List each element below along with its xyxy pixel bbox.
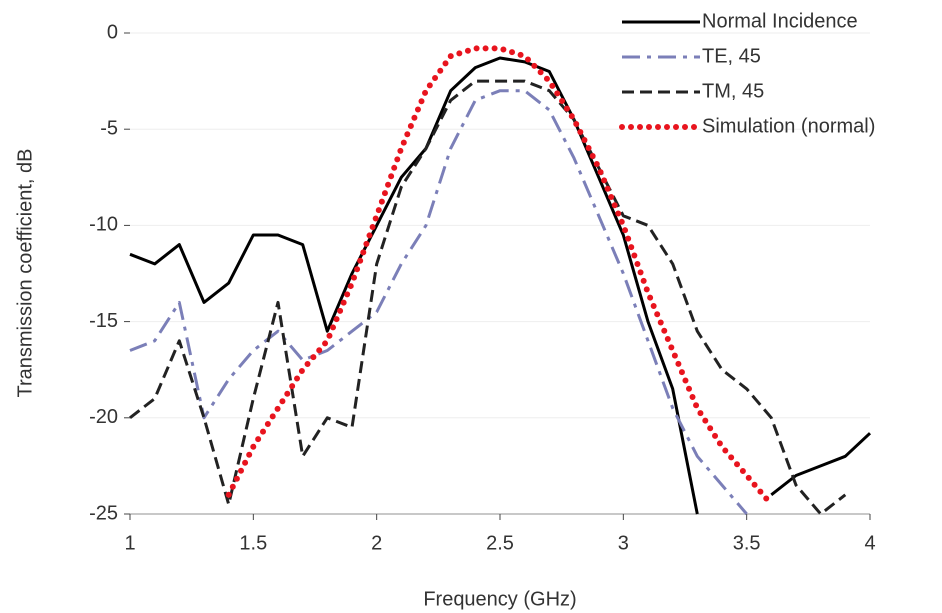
series-line	[225, 45, 775, 508]
series-line	[129, 89, 748, 515]
legend-label: TE, 45	[702, 45, 761, 67]
y-tick-label: -10	[89, 214, 118, 236]
x-axis-label: Frequency (GHz)	[423, 588, 576, 610]
series-line	[129, 79, 847, 516]
y-axis-label: Transmission coefficient, dB	[14, 149, 36, 398]
x-tick-label: 4	[864, 532, 875, 554]
y-tick-label: -20	[89, 406, 118, 428]
x-tick-label: 3	[618, 532, 629, 554]
legend-label: Normal Incidence	[702, 10, 858, 32]
x-tick-label: 1	[124, 532, 135, 554]
x-tick-label: 2	[371, 532, 382, 554]
y-tick-label: -5	[100, 117, 118, 139]
x-tick-label: 1.5	[239, 532, 267, 554]
y-tick-label: -15	[89, 310, 118, 332]
x-tick-label: 3.5	[733, 532, 761, 554]
legend-label: Simulation (normal)	[702, 115, 875, 137]
x-tick-label: 2.5	[486, 532, 514, 554]
y-tick-label: -25	[89, 502, 118, 524]
legend-label: TM, 45	[702, 80, 764, 102]
y-tick-label: 0	[107, 21, 118, 43]
series-line	[129, 56, 872, 515]
